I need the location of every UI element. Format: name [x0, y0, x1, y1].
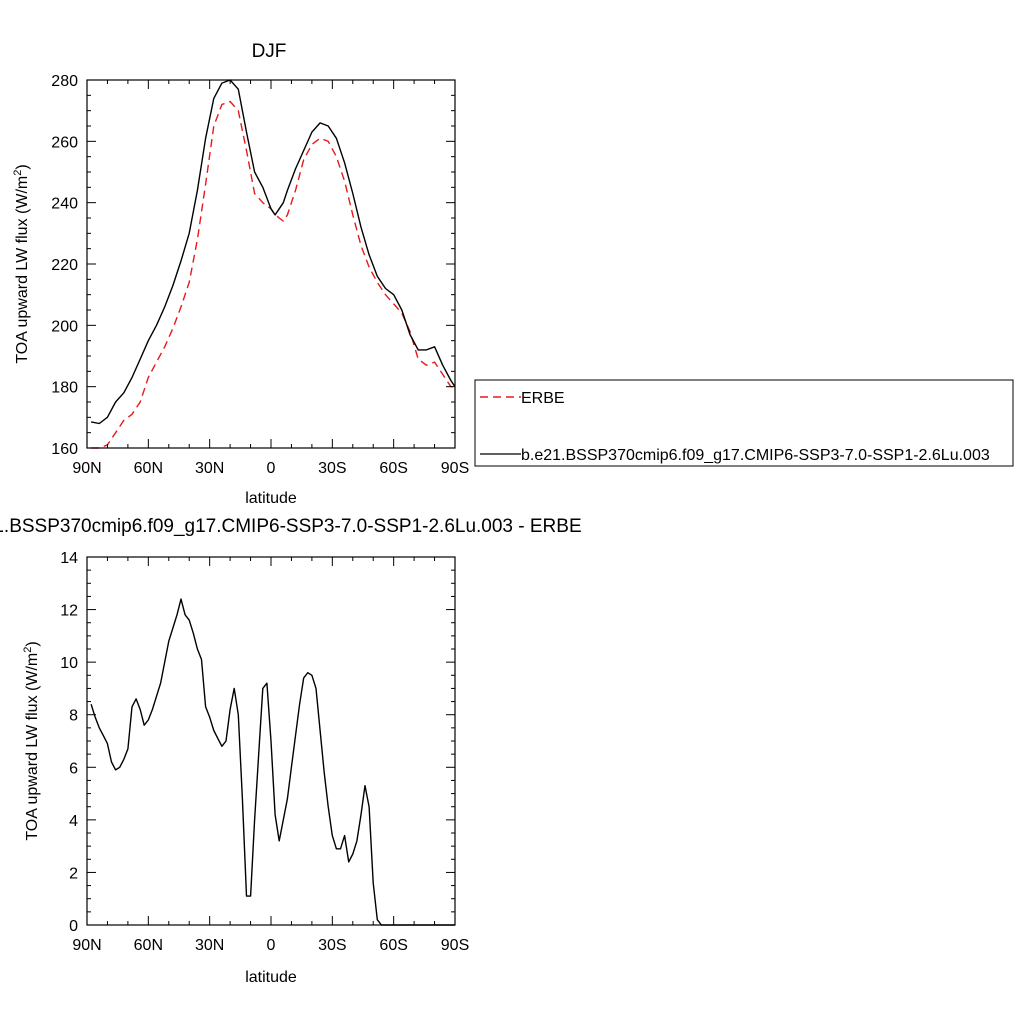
bottom-chart-series-layer [90, 598, 455, 926]
top-chart-x-tick-label: 30N [195, 460, 224, 477]
bottom-chart-y-tick-label: 6 [69, 760, 78, 777]
top-chart-ylabel-main: TOA upward LW flux (W/m [14, 176, 31, 364]
bottom-chart-y-tick-label: 8 [69, 708, 78, 725]
bottom-chart-x-tick-label: 60N [134, 937, 163, 954]
bottom-chart-ylabel-main: TOA upward LW flux (W/m [24, 653, 41, 841]
top-chart-x-tick-label: 90N [72, 460, 101, 477]
bottom-chart-x-tick-label: 90S [441, 937, 469, 954]
bottom-chart-title: b.e21.BSSP370cmip6.f09_g17.CMIP6-SSP3-7.… [0, 516, 582, 537]
bottom-chart-x-tick-label: 30N [195, 937, 224, 954]
top-chart-x-tick-label: 90S [441, 460, 469, 477]
top-chart-legend: ERBE b.e21.BSSP370cmip6.f09_g17.CMIP6-SS… [474, 379, 1014, 467]
top-chart-ylabel-sup: 2 [12, 170, 24, 176]
top-chart-xlabel: latitude [245, 490, 297, 507]
bottom-chart-x-tick-label: 60S [379, 937, 407, 954]
bottom-chart-y-tick-label: 14 [60, 550, 78, 567]
top-chart-x-tick-label: 30S [318, 460, 346, 477]
legend-box [474, 379, 1014, 467]
bottom-chart: b.e21.BSSP370cmip6.f09_g17.CMIP6-SSP3-7.… [0, 516, 582, 986]
top-chart-title: DJF [252, 41, 287, 62]
bottom-chart-xlabel: latitude [245, 969, 297, 986]
top-chart-ylabel-close: ) [14, 164, 31, 169]
bottom-chart-y-tick-label: 10 [60, 655, 78, 672]
top-chart-axes: 90N 60N 30N 0 30S 60S 90S 160 180 200 220 240 260 280 [51, 73, 469, 477]
bottom-chart-ylabel-sup: 2 [22, 647, 34, 653]
top-chart-x-tick-label: 60N [134, 460, 163, 477]
top-chart-y-tick-label: 220 [51, 257, 78, 274]
bottom-chart-ylabel-close: ) [24, 641, 41, 646]
top-chart-y-tick-label: 280 [51, 73, 78, 90]
bottom-chart-x-tick-label: 90N [72, 937, 101, 954]
top-chart: DJF 90N 60N 30N 0 30S 60S 90S 160 180 200 220 240 26… [12, 41, 469, 507]
top-chart-y-tick-label: 200 [51, 318, 78, 335]
legend-label-erbe: ERBE [521, 390, 565, 407]
top-chart-series-line-1 [90, 79, 456, 425]
top-chart-y-tick-label: 240 [51, 196, 78, 213]
bottom-chart-y-tick-label: 0 [69, 918, 78, 935]
top-chart-y-tick-label: 160 [51, 441, 78, 458]
bottom-chart-y-tick-label: 12 [60, 603, 78, 620]
bottom-chart-series-line-0 [90, 598, 455, 926]
top-chart-series-layer [90, 79, 456, 449]
bottom-chart-x-tick-label: 0 [267, 937, 276, 954]
bottom-chart-y-tick-label: 2 [69, 865, 78, 882]
top-chart-x-tick-label: 0 [267, 460, 276, 477]
top-chart-series-line-0 [91, 100, 455, 449]
bottom-chart-y-tick-label: 4 [69, 813, 78, 830]
bottom-chart-ylabel: TOA upward LW flux (W/m2) [22, 641, 41, 840]
top-chart-x-tick-label: 60S [379, 460, 407, 477]
top-chart-frame [86, 79, 456, 449]
top-chart-ylabel: TOA upward LW flux (W/m2) [12, 164, 31, 363]
top-chart-y-tick-label: 260 [51, 134, 78, 151]
top-chart-y-tick-label: 180 [51, 380, 78, 397]
bottom-chart-x-tick-label: 30S [318, 937, 346, 954]
legend-label-model: b.e21.BSSP370cmip6.f09_g17.CMIP6-SSP3-7.… [521, 447, 990, 464]
bottom-chart-axes: 90N 60N 30N 0 30S 60S 90S 0 2 4 6 8 10 12 14 [60, 550, 469, 954]
